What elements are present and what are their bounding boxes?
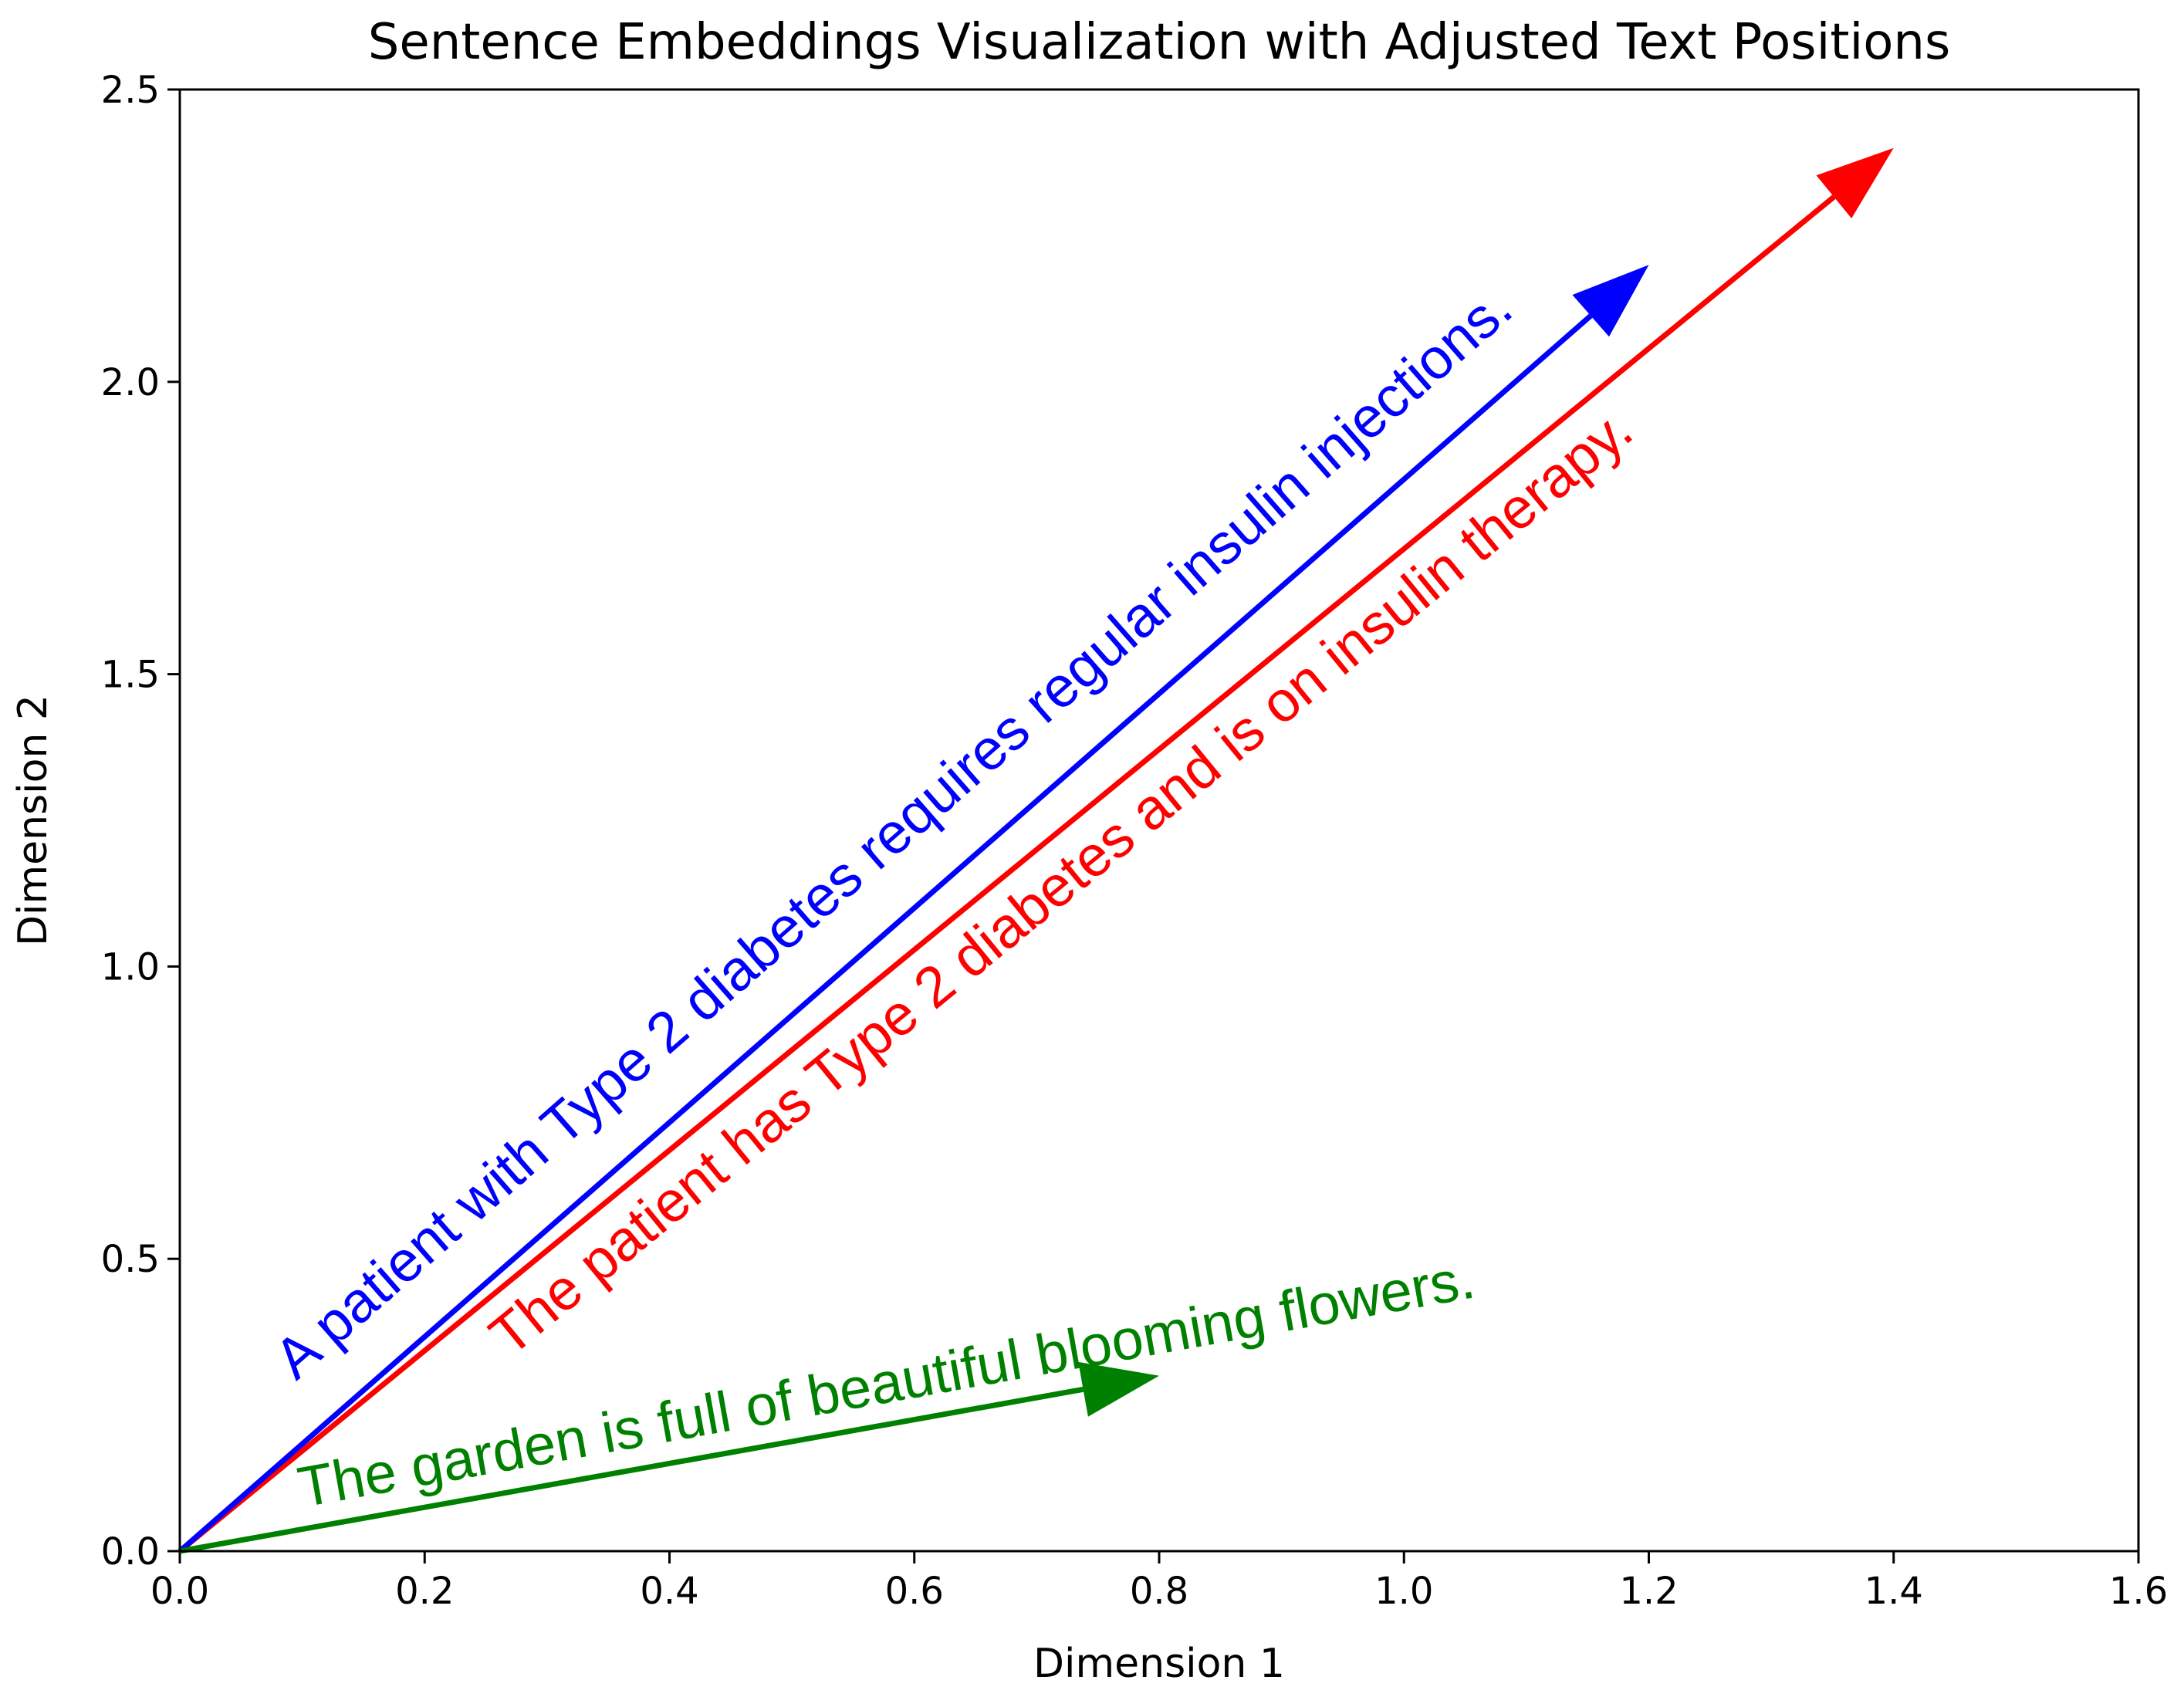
vector-arrowhead <box>1078 1361 1159 1417</box>
vector-shaft <box>179 1386 1084 1554</box>
vector-shaft <box>177 313 1593 1553</box>
x-tick-label: 1.0 <box>1374 1570 1433 1613</box>
x-tick-label: 1.4 <box>1865 1570 1923 1613</box>
vector-arrowhead <box>1572 265 1649 337</box>
x-tick-label: 0.2 <box>395 1570 454 1613</box>
chart-title: Sentence Embeddings Visualization with A… <box>368 14 1951 71</box>
x-tick-label: 0.0 <box>150 1570 209 1613</box>
vector-arrowhead <box>1816 147 1894 218</box>
x-tick-label: 0.6 <box>885 1570 944 1613</box>
y-tick-label: 2.0 <box>101 361 160 404</box>
axis-ticks: 0.0 0.2 0.4 0.6 0.8 1.0 1.2 1.4 1.6 0.0 0.5 1.0 1.5 2… <box>101 69 2169 1613</box>
y-axis-label: Dimension 2 <box>10 695 56 946</box>
y-tick-label: 1.0 <box>101 945 160 989</box>
y-tick-label: 0.0 <box>101 1530 160 1574</box>
y-tick-label: 0.5 <box>101 1238 160 1281</box>
vector-label: The patient has Type 2 diabetes and is o… <box>478 397 1644 1368</box>
y-tick-label: 2.5 <box>101 69 160 112</box>
vector-shaft <box>177 194 1836 1553</box>
vector-label: The garden is full of beautiful blooming… <box>293 1246 1479 1520</box>
x-axis-label: Dimension 1 <box>1033 1641 1285 1687</box>
x-tick-label: 0.8 <box>1130 1570 1188 1613</box>
vectors: The patient has Type 2 diabetes and is o… <box>177 147 1894 1554</box>
x-tick-label: 1.2 <box>1619 1570 1678 1613</box>
y-tick-label: 1.5 <box>101 654 160 697</box>
plot-frame <box>178 88 2140 1553</box>
vector-label: A patient with Type 2 diabetes requires … <box>262 275 1524 1391</box>
x-tick-label: 1.6 <box>2109 1570 2168 1613</box>
x-tick-label: 0.4 <box>640 1570 698 1613</box>
